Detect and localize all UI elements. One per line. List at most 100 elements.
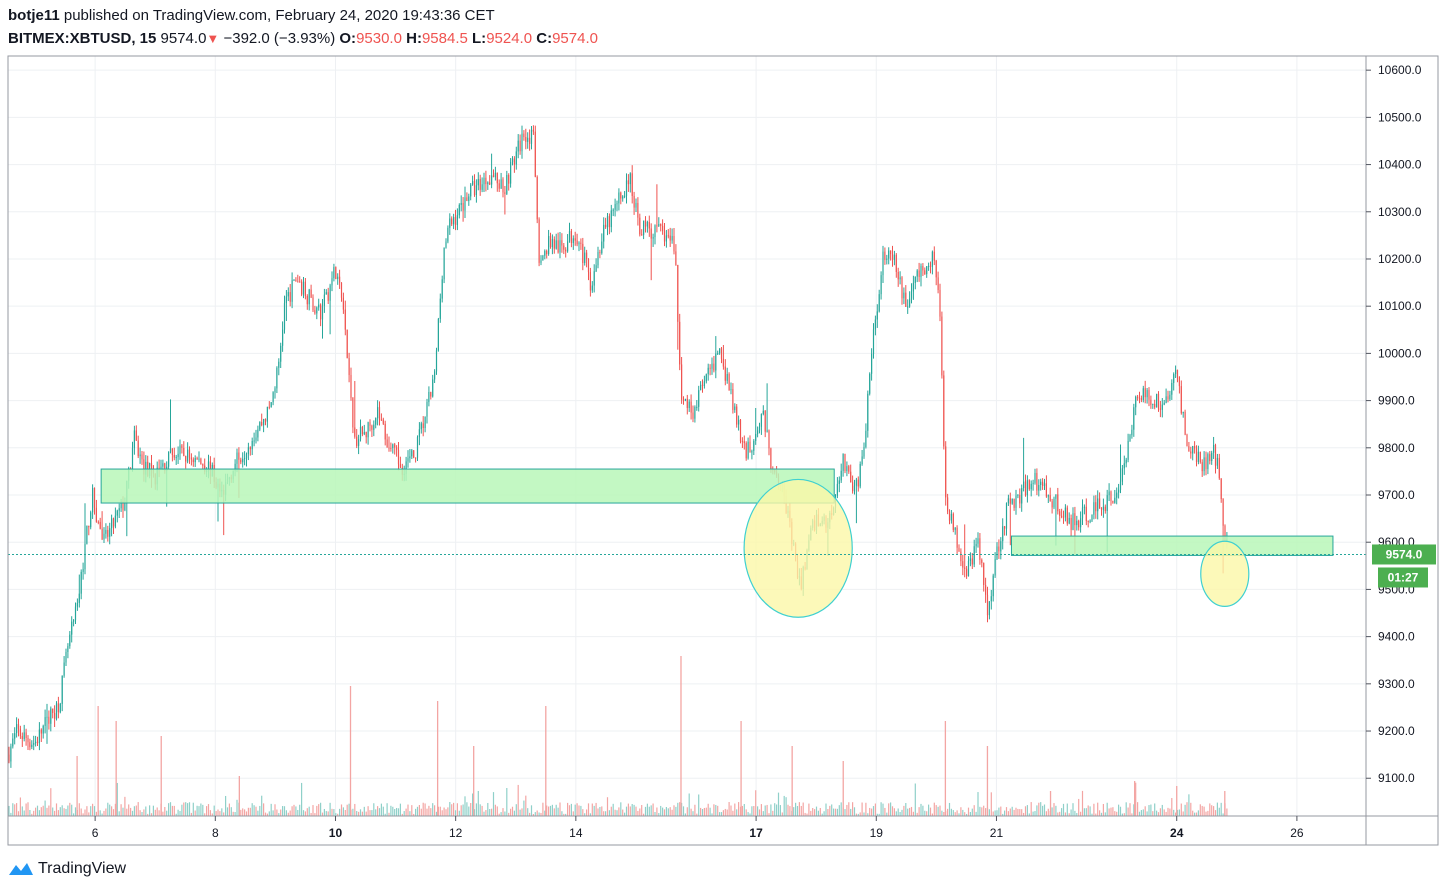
chart-annotations[interactable] <box>100 468 1334 618</box>
candle-body <box>597 252 599 266</box>
candle-body <box>876 311 878 320</box>
candle-body <box>175 457 177 459</box>
candle-body <box>905 292 907 307</box>
price-axis[interactable]: 10600.0 10500.0 10400.0 10300.0 10200.0 10100… <box>1366 63 1422 785</box>
candle-body <box>559 240 561 253</box>
candle-body <box>728 374 730 391</box>
candle-body <box>451 218 453 225</box>
candle-body <box>534 131 536 177</box>
candle-body <box>527 137 529 142</box>
close-value: 9574.0 <box>552 30 598 47</box>
candle-body <box>86 525 88 544</box>
candle-body <box>183 447 185 456</box>
candle-body <box>1156 393 1158 408</box>
candle-body <box>1057 494 1059 512</box>
candle-body <box>846 466 848 471</box>
symbol-name[interactable]: BITMEX:XBTUSD, 15 <box>8 30 157 47</box>
candle-body <box>1049 495 1051 502</box>
candle-body <box>762 410 764 415</box>
candle-body <box>1116 492 1118 498</box>
time-axis[interactable]: 6 8 10 12 14 17 19 21 24 26 <box>92 816 1304 840</box>
candle-body <box>139 454 141 457</box>
candle-body <box>504 192 506 194</box>
price-tick-label: 10000.0 <box>1378 346 1422 360</box>
candle-body <box>960 551 962 562</box>
candle-body <box>168 451 170 467</box>
highlight-ellipse <box>743 478 853 618</box>
candle-body <box>291 280 293 302</box>
candle-body <box>384 423 386 440</box>
candle-body <box>492 175 495 178</box>
candle-body <box>323 294 325 306</box>
candle-body <box>251 441 253 450</box>
candle-body <box>587 258 590 273</box>
candle-body <box>483 177 485 185</box>
author-name[interactable]: botje11 <box>8 7 60 24</box>
candle-body <box>439 298 441 319</box>
candle-body <box>648 221 650 229</box>
candle-body <box>1110 491 1112 501</box>
candle-body <box>71 621 73 635</box>
candle-body <box>390 447 392 449</box>
candle-body <box>1195 448 1198 462</box>
candle-body <box>299 281 301 283</box>
candle-body <box>1081 507 1084 519</box>
candle-body <box>308 289 310 305</box>
candle-body <box>616 203 618 205</box>
candle-body <box>639 217 641 235</box>
candle-body <box>521 133 523 152</box>
candle-body <box>625 180 628 196</box>
candle-body <box>468 196 470 201</box>
candle-body <box>131 448 134 469</box>
candle-body <box>84 543 86 570</box>
candle-body <box>1009 498 1011 504</box>
price-tick-label: 9800.0 <box>1378 441 1415 455</box>
candle-body <box>282 329 284 346</box>
candle-body <box>1100 508 1103 510</box>
footer-brand[interactable]: TradingView <box>8 860 126 878</box>
candle-body <box>272 392 274 403</box>
candle-body <box>867 393 869 431</box>
candle-body <box>635 203 637 208</box>
candle-body <box>682 399 685 401</box>
candle-body <box>1064 507 1066 518</box>
low-label: L: <box>472 30 487 47</box>
time-tick-label: 26 <box>1290 826 1304 840</box>
candle-body <box>1087 520 1089 522</box>
candle-body <box>1165 396 1167 403</box>
candle-body <box>150 463 153 467</box>
candle-body <box>572 238 574 244</box>
candle-body <box>57 703 59 713</box>
candle-body <box>415 457 417 459</box>
candle-body <box>1040 481 1042 486</box>
candle-body <box>555 240 557 249</box>
candle-body <box>878 294 880 312</box>
candle-body <box>82 569 84 572</box>
candle-body <box>145 461 147 475</box>
candle-body <box>631 173 633 196</box>
candle-body <box>105 530 107 534</box>
candle-body <box>601 241 603 254</box>
candle-body <box>1034 472 1036 483</box>
candle-body <box>10 746 12 762</box>
highlight-ellipse <box>1200 540 1250 608</box>
published-text: published on TradingView.com, February 2… <box>59 7 495 24</box>
candle-body <box>844 453 846 471</box>
candle-body <box>73 620 75 622</box>
candle-body <box>295 279 297 282</box>
candle-body <box>1024 481 1027 496</box>
candle-body <box>133 430 135 449</box>
candle-body <box>327 292 329 301</box>
candle-body <box>276 367 278 389</box>
candle-body <box>1102 506 1104 510</box>
candle-body <box>599 252 601 254</box>
candle-body <box>665 235 667 242</box>
candle-body <box>1114 497 1116 503</box>
candle-body <box>278 361 280 368</box>
candle-body <box>637 203 639 218</box>
candle-body <box>329 285 331 301</box>
candle-body <box>692 412 694 419</box>
candle-body <box>523 133 525 138</box>
candle-body <box>688 401 690 409</box>
